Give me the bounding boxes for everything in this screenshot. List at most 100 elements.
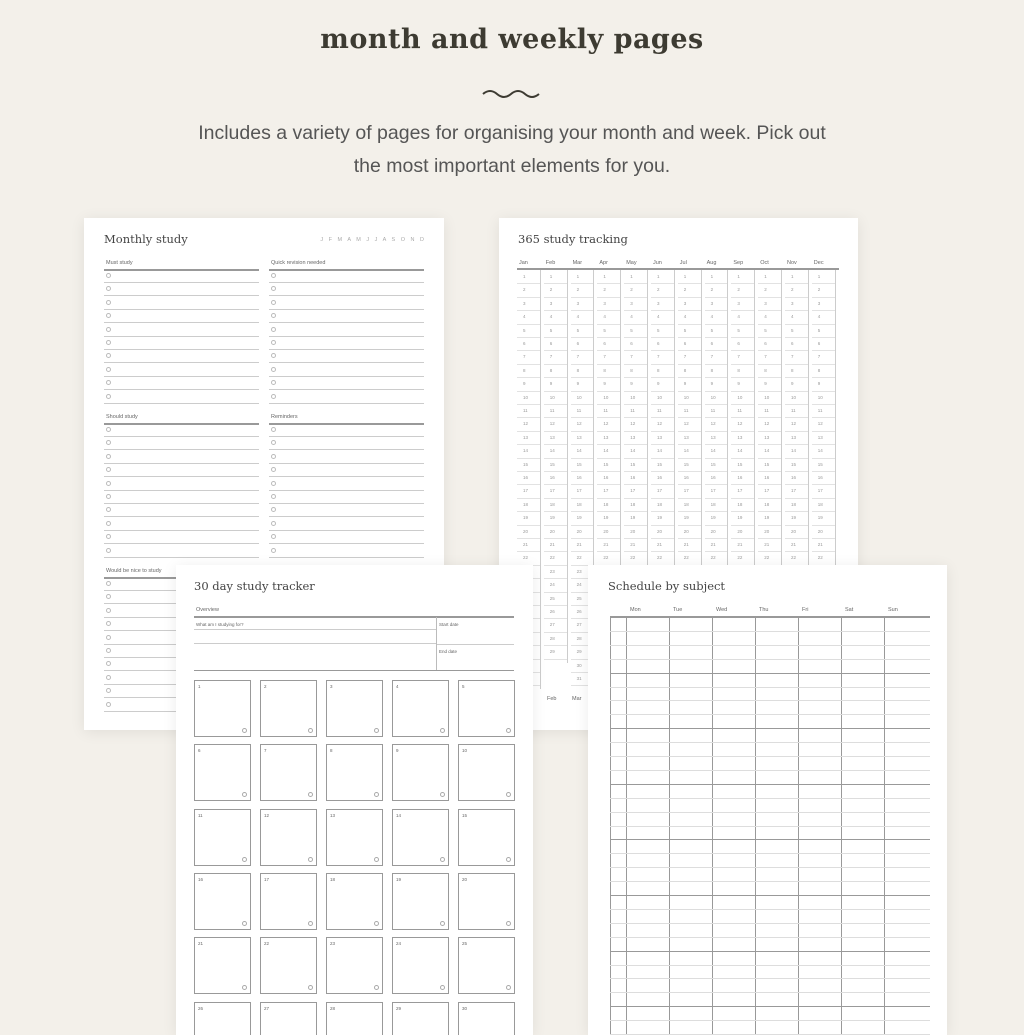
checkbox[interactable] <box>106 367 111 372</box>
day-box[interactable]: 7 <box>260 744 317 801</box>
checkbox[interactable] <box>106 648 111 653</box>
checkbox[interactable] <box>106 300 111 305</box>
check-circle-icon[interactable] <box>308 921 313 926</box>
checkbox[interactable] <box>106 353 111 358</box>
check-circle-icon[interactable] <box>506 728 511 733</box>
check-circle-icon[interactable] <box>506 985 511 990</box>
checkbox[interactable] <box>106 581 111 586</box>
check-circle-icon[interactable] <box>506 792 511 797</box>
day-box[interactable]: 18 <box>326 873 383 930</box>
checkbox[interactable] <box>106 608 111 613</box>
checkbox[interactable] <box>106 340 111 345</box>
day-box[interactable]: 2 <box>260 680 317 737</box>
check-circle-icon[interactable] <box>440 921 445 926</box>
checkbox[interactable] <box>106 548 111 553</box>
day-box[interactable]: 26 <box>194 1002 251 1035</box>
check-circle-icon[interactable] <box>374 728 379 733</box>
checkbox[interactable] <box>106 675 111 680</box>
checkbox[interactable] <box>271 534 276 539</box>
checkbox[interactable] <box>106 635 111 640</box>
day-box[interactable]: 1 <box>194 680 251 737</box>
checkbox[interactable] <box>106 394 111 399</box>
check-circle-icon[interactable] <box>440 985 445 990</box>
day-box[interactable]: 21 <box>194 937 251 994</box>
day-box[interactable]: 10 <box>458 744 515 801</box>
check-circle-icon[interactable] <box>242 728 247 733</box>
checkbox[interactable] <box>271 521 276 526</box>
checkbox[interactable] <box>106 467 111 472</box>
check-circle-icon[interactable] <box>440 857 445 862</box>
day-box[interactable]: 29 <box>392 1002 449 1035</box>
day-box[interactable]: 22 <box>260 937 317 994</box>
day-box[interactable]: 3 <box>326 680 383 737</box>
check-circle-icon[interactable] <box>242 792 247 797</box>
check-circle-icon[interactable] <box>374 921 379 926</box>
checkbox[interactable] <box>271 313 276 318</box>
checkbox[interactable] <box>106 534 111 539</box>
checkbox[interactable] <box>271 353 276 358</box>
check-circle-icon[interactable] <box>308 792 313 797</box>
checkbox[interactable] <box>271 273 276 278</box>
day-box[interactable]: 19 <box>392 873 449 930</box>
day-box[interactable]: 11 <box>194 809 251 866</box>
day-box[interactable]: 24 <box>392 937 449 994</box>
checkbox[interactable] <box>271 300 276 305</box>
checkbox[interactable] <box>106 688 111 693</box>
check-circle-icon[interactable] <box>506 857 511 862</box>
checkbox[interactable] <box>271 327 276 332</box>
checkbox[interactable] <box>106 661 111 666</box>
checkbox[interactable] <box>106 702 111 707</box>
checkbox[interactable] <box>271 340 276 345</box>
day-box[interactable]: 20 <box>458 873 515 930</box>
check-circle-icon[interactable] <box>242 985 247 990</box>
check-circle-icon[interactable] <box>242 921 247 926</box>
check-circle-icon[interactable] <box>374 985 379 990</box>
day-box[interactable]: 16 <box>194 873 251 930</box>
check-circle-icon[interactable] <box>440 792 445 797</box>
day-box[interactable]: 15 <box>458 809 515 866</box>
day-box[interactable]: 23 <box>326 937 383 994</box>
checkbox[interactable] <box>271 394 276 399</box>
check-circle-icon[interactable] <box>308 985 313 990</box>
day-box[interactable]: 8 <box>326 744 383 801</box>
checkbox[interactable] <box>271 467 276 472</box>
checkbox[interactable] <box>106 594 111 599</box>
checkbox[interactable] <box>106 427 111 432</box>
checkbox[interactable] <box>106 521 111 526</box>
checkbox[interactable] <box>106 327 111 332</box>
checkbox[interactable] <box>271 380 276 385</box>
checkbox[interactable] <box>271 494 276 499</box>
day-box[interactable]: 6 <box>194 744 251 801</box>
day-box[interactable]: 5 <box>458 680 515 737</box>
day-box[interactable]: 14 <box>392 809 449 866</box>
check-circle-icon[interactable] <box>440 728 445 733</box>
check-circle-icon[interactable] <box>374 857 379 862</box>
checkbox[interactable] <box>106 313 111 318</box>
checkbox[interactable] <box>106 440 111 445</box>
checkbox[interactable] <box>106 494 111 499</box>
day-box[interactable]: 28 <box>326 1002 383 1035</box>
day-box[interactable]: 25 <box>458 937 515 994</box>
checkbox[interactable] <box>271 286 276 291</box>
check-circle-icon[interactable] <box>506 921 511 926</box>
checkbox[interactable] <box>106 286 111 291</box>
day-box[interactable]: 30 <box>458 1002 515 1035</box>
checkbox[interactable] <box>271 440 276 445</box>
checkbox[interactable] <box>106 454 111 459</box>
day-box[interactable]: 9 <box>392 744 449 801</box>
checkbox[interactable] <box>106 621 111 626</box>
checkbox[interactable] <box>106 481 111 486</box>
checkbox[interactable] <box>271 481 276 486</box>
checkbox[interactable] <box>271 507 276 512</box>
checkbox[interactable] <box>106 273 111 278</box>
day-box[interactable]: 12 <box>260 809 317 866</box>
day-box[interactable]: 4 <box>392 680 449 737</box>
checkbox[interactable] <box>106 507 111 512</box>
checkbox[interactable] <box>106 380 111 385</box>
check-circle-icon[interactable] <box>374 792 379 797</box>
day-box[interactable]: 13 <box>326 809 383 866</box>
day-box[interactable]: 17 <box>260 873 317 930</box>
check-circle-icon[interactable] <box>308 857 313 862</box>
check-circle-icon[interactable] <box>242 857 247 862</box>
checkbox[interactable] <box>271 454 276 459</box>
